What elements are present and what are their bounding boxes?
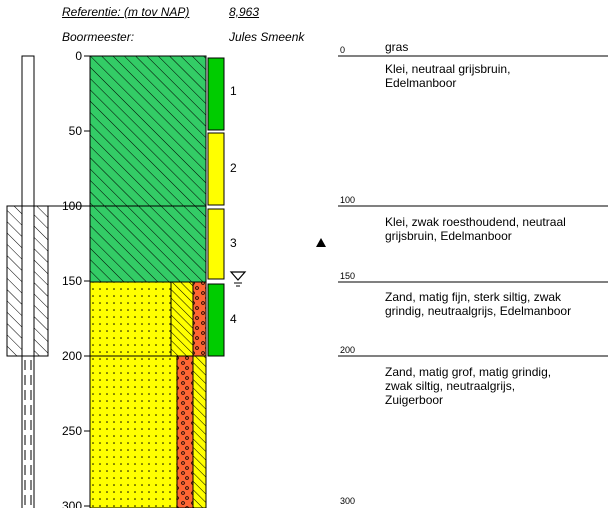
sand-coarse-layer [89, 355, 178, 508]
layer-description-sand-coarse: Zand, matig grof, matig grindig, zwak si… [385, 365, 552, 407]
drill-master-label: Boormeester: [62, 30, 135, 44]
well-construction [6, 55, 49, 508]
drill-master-value: Jules Smeenk [229, 30, 305, 44]
reference-label: Referentie: (m tov NAP) [62, 5, 190, 19]
bentonite-seal-left [6, 205, 23, 357]
layer-description-sand-fine: Zand, matig fijn, sterk siltig, zwak gri… [385, 290, 572, 318]
depth-tick-label: 50 [69, 124, 83, 138]
depth-tick-label: 150 [62, 274, 82, 288]
reference-value: 8,963 [229, 5, 260, 19]
depth-tick-label: 0 [75, 49, 82, 63]
layer-top-100: 100 [340, 195, 356, 205]
silt-hatch-layer [170, 281, 194, 357]
samples-column: 1 2 3 4 [207, 57, 237, 357]
layer-top-200: 200 [340, 345, 356, 355]
sample-label-2: 2 [230, 161, 237, 175]
bentonite-seal-right [33, 205, 49, 357]
casing-pipe-lower [21, 205, 35, 357]
depth-tick-label: 250 [62, 424, 82, 438]
casing-pipe [21, 55, 35, 207]
filled-triangle-marker-icon [316, 238, 326, 247]
description-dividers [338, 55, 608, 357]
silt-strip-lower [192, 355, 207, 508]
layer-top-300: 300 [340, 496, 356, 506]
soil-column [7, 55, 207, 508]
sample-4 [207, 283, 225, 357]
sample-3 [207, 208, 225, 280]
groundwater-level-icon [229, 271, 247, 287]
layer-description-clay-rust: Klei, zwak roesthoudend, neutraal grijsb… [385, 215, 566, 243]
sample-2 [207, 132, 225, 206]
sample-1 [207, 57, 225, 131]
layer-top-150: 150 [340, 271, 356, 281]
sample-label-3: 3 [230, 236, 237, 250]
gravel-strip-lower [176, 355, 194, 508]
depth-tick-label: 300 [62, 499, 82, 508]
sample-label-4: 4 [230, 312, 237, 326]
layer-top-0: 0 [340, 45, 346, 55]
clay-layer [89, 55, 207, 283]
layer-description-clay-grey: Klei, neutraal grijsbruin, Edelmanboor [385, 62, 511, 90]
sample-label-1: 1 [230, 84, 237, 98]
sand-fine-layer [89, 281, 172, 357]
gravel-strip-upper [192, 281, 207, 357]
depth-tick-label: 200 [62, 349, 82, 363]
layer-description-grass: gras [385, 40, 409, 54]
